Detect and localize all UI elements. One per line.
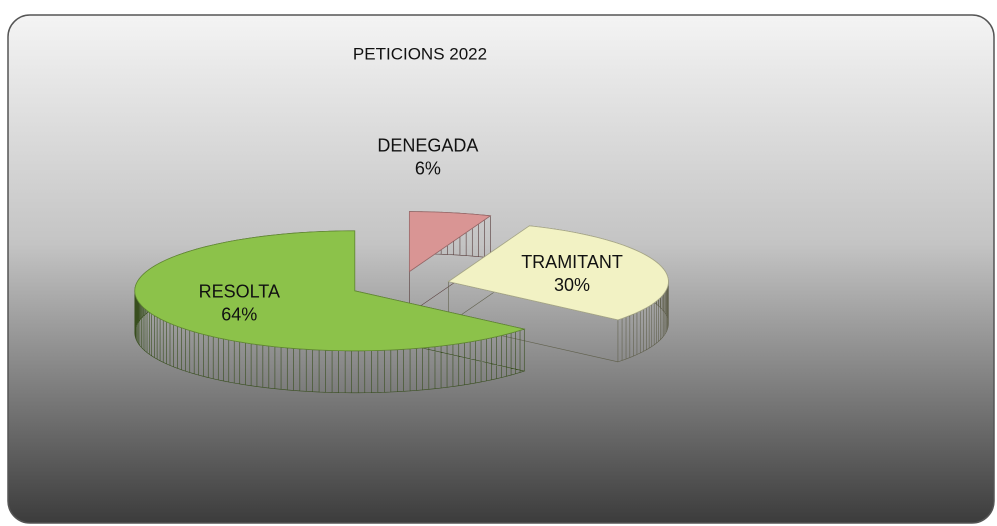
pie-slice bbox=[134, 230, 526, 394]
slice-value-label: 64% bbox=[221, 304, 257, 324]
slice-label: DENEGADA bbox=[377, 135, 478, 155]
slice-top bbox=[134, 230, 526, 352]
slice-value-label: 30% bbox=[554, 275, 590, 295]
slice-top bbox=[408, 211, 492, 273]
pie-slice bbox=[447, 225, 669, 363]
slice-value-label: 6% bbox=[415, 158, 441, 178]
chart-title: PETICIONS 2022 bbox=[353, 44, 487, 63]
slice-top bbox=[447, 225, 669, 321]
pie-slice bbox=[408, 211, 492, 315]
slice-label: RESOLTA bbox=[199, 281, 280, 301]
slice-label: TRAMITANT bbox=[521, 252, 623, 272]
